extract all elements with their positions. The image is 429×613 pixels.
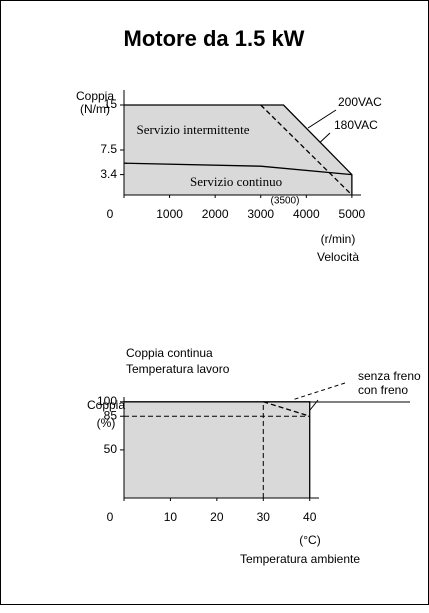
- series-line: [124, 401, 311, 498]
- y-tick-label: 85: [104, 408, 118, 422]
- annotation: (3500): [271, 196, 300, 207]
- y-axis-label: Coppia: [76, 89, 114, 103]
- y-tick-label: 50: [104, 442, 118, 456]
- leader: [291, 382, 346, 401]
- series-label: Servizio continuo: [190, 174, 282, 189]
- annotation: Servizio intermittente: [137, 122, 250, 137]
- x-tick-label: 1000: [156, 207, 183, 221]
- series-label: 200VAC: [338, 95, 382, 109]
- x-tick-label: 0: [107, 207, 114, 221]
- series-label: con freno: [358, 383, 408, 397]
- x-tick-label: 3000: [247, 207, 274, 221]
- y-axis-label: Coppia: [87, 398, 125, 412]
- x-axis-label: (°C): [299, 533, 320, 547]
- x-tick-label: 5000: [339, 207, 366, 221]
- series-label: 180VAC: [334, 118, 378, 132]
- x-tick-label: 20: [210, 510, 224, 524]
- y-axis-label: (%): [97, 416, 116, 430]
- x-axis-label: (r/min): [321, 232, 356, 246]
- x-tick-label: 40: [303, 510, 317, 524]
- x-tick-label: 10: [164, 510, 178, 524]
- series-line: [260, 104, 353, 196]
- series-label: senza freno: [358, 369, 421, 383]
- x-tick-label: 0: [107, 510, 114, 524]
- y-axis-label: (N/m): [80, 102, 110, 116]
- subtitle: Coppia continua: [126, 346, 213, 360]
- y-tick-label: 100: [97, 394, 117, 408]
- x-axis-label: Temperatura ambiente: [240, 552, 360, 566]
- x-axis-label: Velocità: [317, 250, 359, 264]
- x-tick-label: 4000: [293, 207, 320, 221]
- y-tick-label: 15: [104, 97, 118, 111]
- area: [124, 105, 352, 195]
- series-line: [124, 104, 353, 195]
- y-tick-label: 7.5: [100, 142, 117, 156]
- x-tick-label: 2000: [202, 207, 229, 221]
- title: Motore da 1.5 kW: [124, 26, 305, 51]
- x-tick-label: 30: [257, 510, 271, 524]
- y-tick-label: 3.4: [100, 167, 117, 181]
- series-line: [123, 162, 352, 176]
- series-line: [263, 401, 310, 417]
- subtitle: Temperatura lavoro: [126, 362, 230, 376]
- leader: [307, 109, 337, 129]
